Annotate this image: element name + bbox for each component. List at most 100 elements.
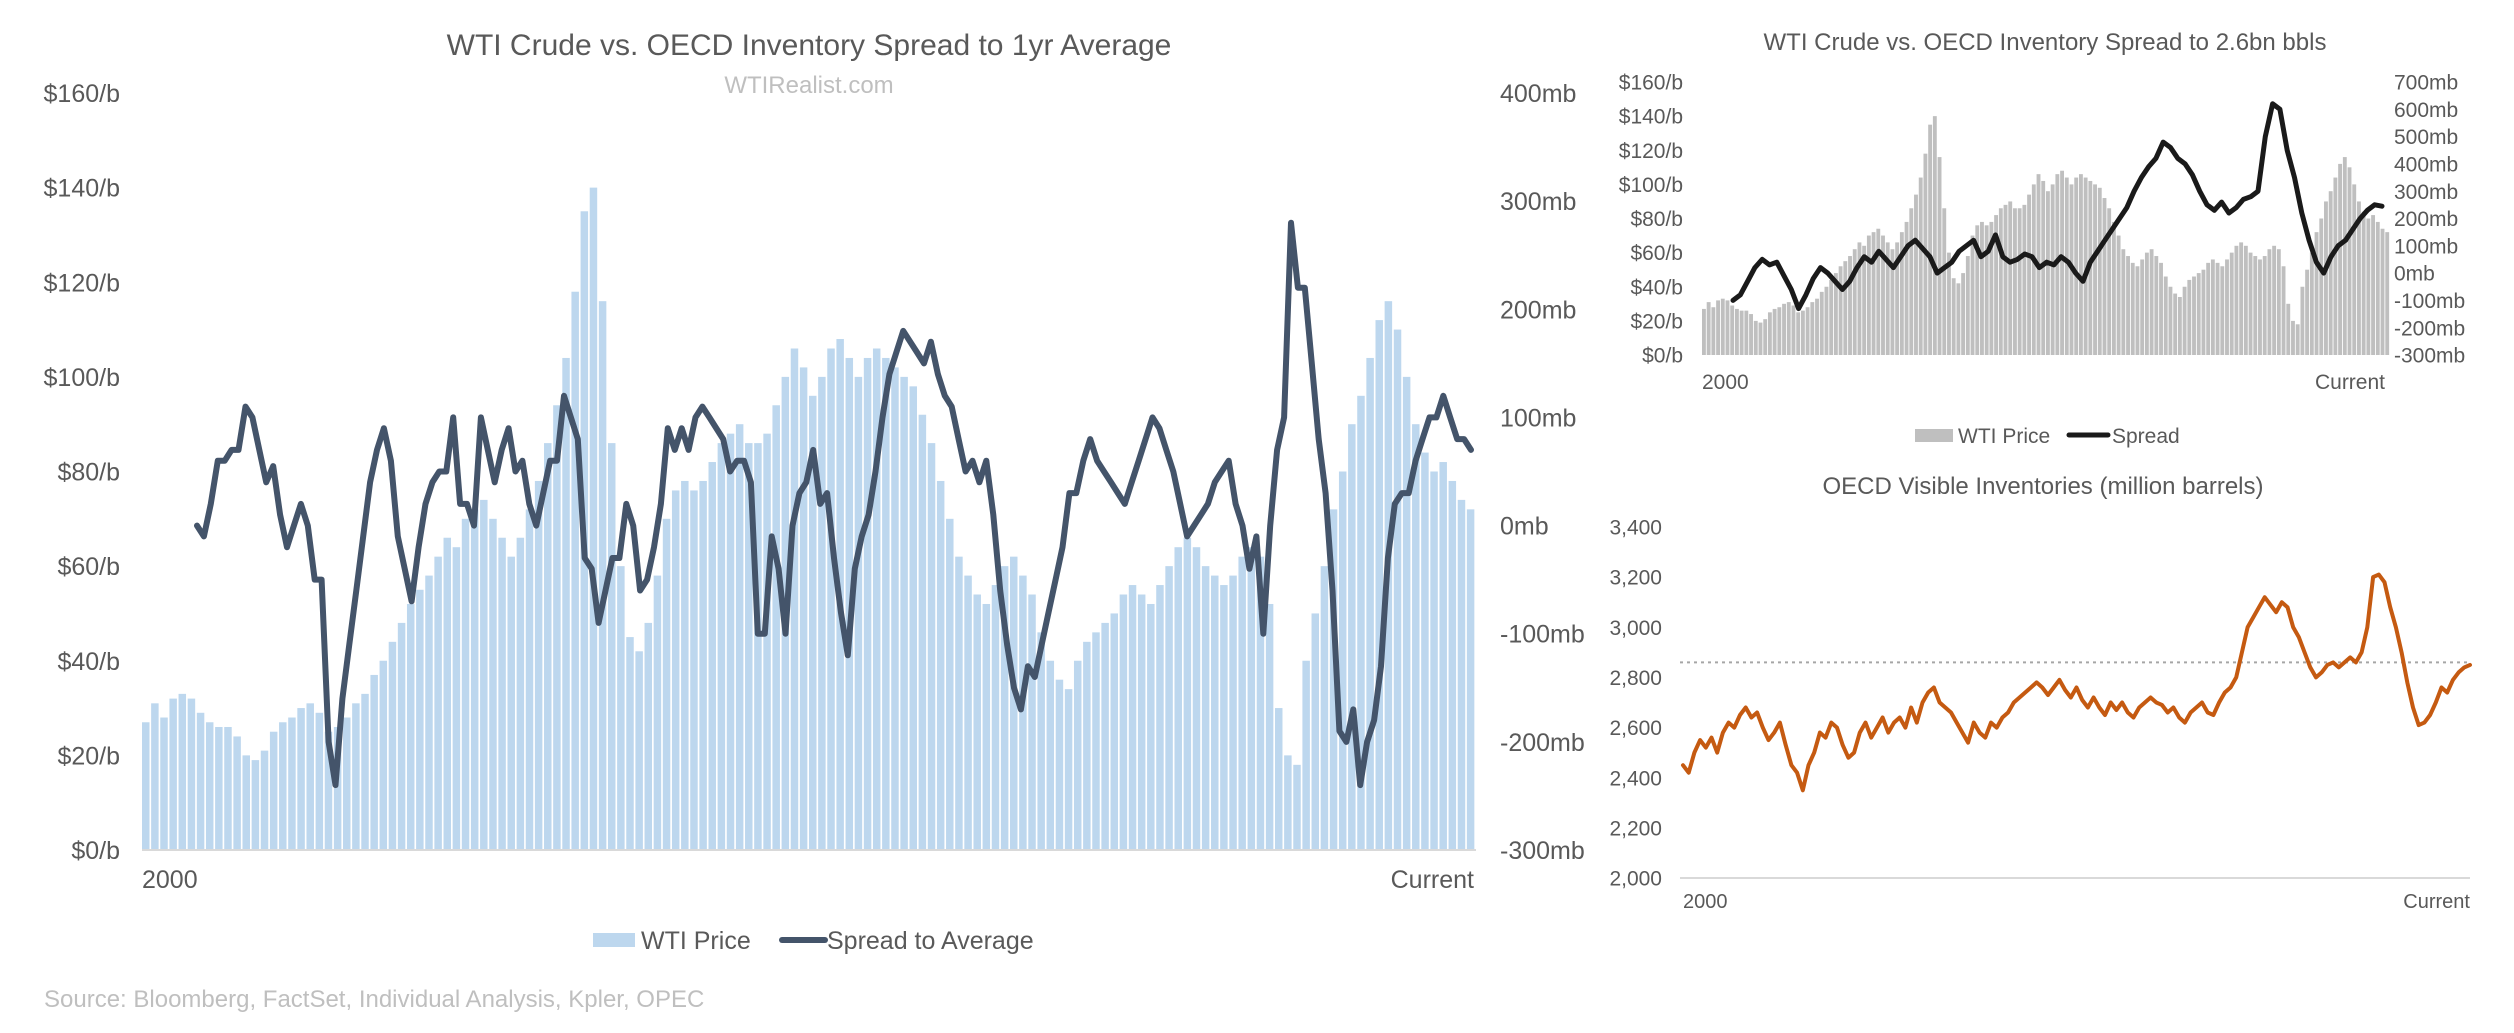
main-wti-price-bar-90 <box>964 575 972 850</box>
top-right-wti-price-bar-5 <box>1725 300 1730 355</box>
main-wti-price-bar-125 <box>1284 755 1292 851</box>
main-wti-price-bar-108 <box>1128 585 1137 850</box>
top-right-wti-price-bar-120 <box>2267 249 2272 355</box>
main-wti-price-bar-51 <box>607 443 616 850</box>
main-wti-price-bar-64 <box>726 433 735 850</box>
main-wti-price-bar-132 <box>1348 424 1356 850</box>
top-right-wti-price-bar-18 <box>1786 302 1791 355</box>
main-left-axis-tick-7: $140/b <box>44 175 120 203</box>
top-right-wti-price-bar-115 <box>2243 245 2248 355</box>
top-right-wti-price-bar-135 <box>2338 163 2343 355</box>
main-right-axis-tick-7: 400mb <box>1500 80 1576 108</box>
top-right-wti-price-bar-144 <box>2380 228 2385 355</box>
main-right-axis-tick-5: 200mb <box>1500 296 1576 324</box>
main-wti-price-bar-18 <box>306 703 314 850</box>
main-wti-price-bar-115 <box>1192 547 1201 850</box>
top-right-wti-price-bar-98 <box>2163 276 2168 355</box>
top-right-wti-price-bar-51 <box>1942 208 1947 355</box>
top-right-right-axis-tick-6: 300mb <box>2394 181 2458 204</box>
top-right-wti-price-bar-118 <box>2258 259 2262 355</box>
top-right-wti-price-bar-16 <box>1777 307 1782 355</box>
top-right-wti-price-bar-40 <box>1890 249 1895 355</box>
main-wti-price-bar-45 <box>553 405 561 850</box>
main-wti-price-bar-130 <box>1329 509 1338 850</box>
top-right-right-axis-tick-8: 500mb <box>2394 126 2458 149</box>
main-left-axis-tick-0: $0/b <box>71 837 120 865</box>
main-wti-price-bar-46 <box>562 357 570 850</box>
top-right-wti-price-bar-133 <box>2328 191 2333 355</box>
bottom-right-chart: OECD Visible Inventories (million barrel… <box>1609 473 2472 913</box>
main-wti-price-bar-141 <box>1430 471 1438 850</box>
main-wti-price-bar-56 <box>653 575 662 850</box>
top-right-wti-price-bar-119 <box>2262 256 2267 355</box>
top-right-wti-price-bar-20 <box>1796 312 1801 355</box>
top-right-wti-price-bar-100 <box>2173 293 2178 355</box>
main-wti-price-bar-55 <box>644 622 653 850</box>
top-right-wti-price-bar-92 <box>2135 266 2140 355</box>
main-wti-price-bar-13 <box>260 750 269 850</box>
top-right-wti-price-bar-141 <box>2366 218 2371 355</box>
top-right-wti-price-bar-25 <box>1819 291 1824 355</box>
main-wti-price-bar-80 <box>872 348 881 850</box>
top-right-left-axis-tick-3: $60/b <box>1630 242 1683 265</box>
top-right-wti-price-bar-130 <box>2314 232 2319 355</box>
top-right-wti-price-bar-53 <box>1951 278 1956 355</box>
main-wti-price-bar-2 <box>160 717 168 850</box>
main-wti-price-bar-75 <box>827 348 835 850</box>
top-right-wti-price-bar-4 <box>1720 298 1725 355</box>
main-right-axis-tick-4: 100mb <box>1500 404 1576 432</box>
main-wti-price-bar-144 <box>1457 499 1466 850</box>
top-right-wti-price-bar-62 <box>1994 215 1999 355</box>
top-right-wti-price-bar-87 <box>2111 221 2116 355</box>
main-wti-price-bar-9 <box>224 726 232 850</box>
main-wti-price-bar-1 <box>151 703 159 850</box>
main-wti-price-bar-12 <box>251 760 260 850</box>
main-wti-price-bar-50 <box>598 301 607 850</box>
main-wti-price-bar-118 <box>1220 585 1228 850</box>
top-right-left-axis-tick-8: $160/b <box>1619 72 1683 95</box>
top-right-left-axis-tick-1: $20/b <box>1630 310 1683 333</box>
top-right-wti-price-bar-99 <box>2168 286 2173 355</box>
bottom-right-y-axis-tick-7: 3,400 <box>1609 517 1662 540</box>
top-right-wti-price-bar-33 <box>1857 242 1862 355</box>
top-right-wti-price-bar-84 <box>2097 187 2102 355</box>
main-wti-price-bar-73 <box>809 395 817 850</box>
main-wti-price-bar-30 <box>416 589 424 850</box>
top-right-wti-price-bar-9 <box>1744 310 1749 355</box>
top-right-x-end-label: Current <box>2315 371 2385 394</box>
top-right-wti-price-bar-19 <box>1791 305 1796 355</box>
top-right-wti-price-bar-129 <box>2309 252 2314 356</box>
top-right-wti-price-bar-29 <box>1838 266 1843 355</box>
top-right-wti-price-bar-54 <box>1956 283 1961 355</box>
bottom-right-y-axis-tick-3: 2,600 <box>1609 717 1662 740</box>
top-right-right-axis-ticks: -300mb -200mb -100mb 0mb 100mb 200mb 300mb 400m… <box>2394 72 2465 368</box>
main-wti-price-bar-142 <box>1439 462 1447 850</box>
main-wti-price-bar-66 <box>745 443 753 850</box>
top-right-wti-price-bar-113 <box>2234 245 2239 355</box>
top-right-wti-price-bar-7 <box>1734 308 1739 355</box>
top-right-wti-price-bar-70 <box>2031 184 2036 356</box>
top-right-chart: WTI Crude vs. OECD Inventory Spread to 2… <box>1619 29 2465 448</box>
top-right-wti-price-bar-138 <box>2352 184 2357 356</box>
top-right-wti-price-bar-145 <box>2385 232 2390 355</box>
main-wti-price-bar-139 <box>1412 424 1420 850</box>
main-wti-price-bar-0 <box>142 722 150 850</box>
top-right-left-axis-tick-6: $120/b <box>1619 140 1683 163</box>
top-right-wti-price-bar-131 <box>2319 218 2324 355</box>
main-wti-price-bar-127 <box>1302 660 1310 850</box>
bottom-right-x-start-label: 2000 <box>1683 891 1728 913</box>
top-right-wti-price-bar-126 <box>2295 324 2300 355</box>
top-right-wti-price-bar-28 <box>1833 273 1838 355</box>
main-wti-price-bar-91 <box>973 594 981 850</box>
top-right-wti-price-bar-46 <box>1918 177 1923 355</box>
top-right-wti-price-bar-109 <box>2215 262 2220 355</box>
main-wti-price-bar-49 <box>589 187 598 851</box>
main-wti-price-bar-19 <box>315 712 324 850</box>
main-wti-price-bar-61 <box>699 480 707 850</box>
top-right-wti-price-bar-111 <box>2225 259 2229 355</box>
top-right-wti-price-bar-136 <box>2342 157 2347 355</box>
main-wti-price-bar-123 <box>1265 603 1274 851</box>
top-right-wti-price-bar-21 <box>1800 310 1805 355</box>
top-right-wti-price-bar-37 <box>1876 228 1881 355</box>
main-wti-price-bar-38 <box>489 518 497 850</box>
